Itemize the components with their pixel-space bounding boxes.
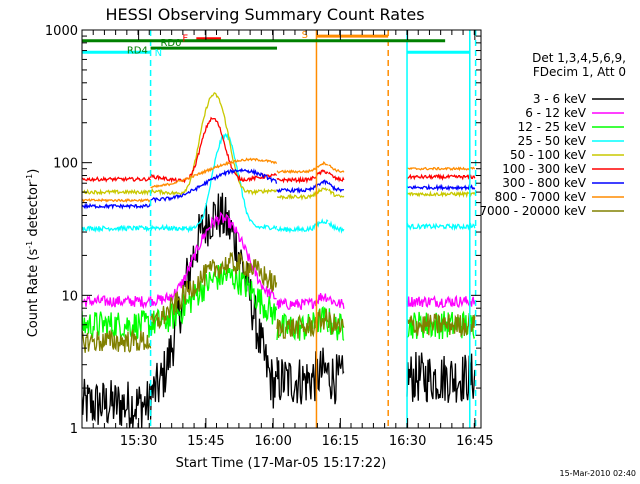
flag-label-rd0: RD0	[160, 38, 181, 49]
axes-layer: 1 10 100 1000 15:30 15:45 16:00 16:15 16:30 16:45	[45, 24, 494, 449]
y-tick-label-0: 1	[70, 422, 78, 437]
x-tick-label-0: 15:30	[120, 434, 157, 449]
series-1-segment-2	[276, 293, 329, 311]
series-5-segment-0	[82, 175, 151, 183]
footer-timestamp: 15-Mar-2010 02:40	[560, 469, 637, 478]
series-7-segment-3	[328, 164, 345, 173]
series-0-segment-0	[82, 378, 152, 428]
series-5-segment-2	[276, 169, 329, 185]
y-tick-label-3: 1000	[45, 24, 78, 39]
series-8-segment-0	[82, 328, 152, 353]
x-tick-label-1: 15:45	[187, 434, 224, 449]
series-5-segment-3	[328, 171, 345, 183]
series-4-segment-2	[276, 187, 328, 201]
series-0-segment-3	[327, 354, 345, 405]
series-3-segment-4	[406, 222, 476, 232]
series-3-segment-0	[82, 224, 152, 233]
series-0-segment-1	[149, 192, 278, 420]
flag-label-s: S	[302, 30, 308, 41]
legend-label-7: 800 - 7000 keV	[495, 190, 587, 204]
series-6-segment-4	[406, 183, 476, 192]
series-8-segment-2	[276, 308, 329, 339]
series-4-segment-3	[328, 188, 345, 199]
legend-header-line2: FDecim 1, Att 0	[533, 65, 626, 79]
series-6-segment-2	[276, 179, 329, 194]
legend-label-1: 6 - 12 keV	[525, 106, 587, 120]
series-6-segment-1	[150, 167, 278, 204]
series-4-segment-4	[406, 190, 476, 199]
series-1-segment-1	[149, 211, 277, 307]
series-8-segment-3	[327, 312, 345, 335]
series-2-segment-1	[149, 263, 278, 336]
series-3-segment-2	[276, 218, 329, 234]
series-4-segment-0	[82, 188, 151, 196]
series-3-segment-3	[328, 220, 345, 234]
series-6-segment-0	[82, 202, 152, 210]
series-7-segment-0	[82, 197, 151, 203]
series-0-segment-4	[406, 351, 476, 403]
y-tick-label-2: 100	[53, 157, 78, 172]
plot-layer: N F S RD0 RD4	[82, 30, 477, 428]
y-tick-label-1: 10	[61, 289, 78, 304]
x-tick-label-5: 16:45	[456, 434, 493, 449]
x-tick-label-4: 16:30	[389, 434, 426, 449]
chart-title: HESSI Observing Summary Count Rates	[105, 5, 424, 24]
flag-label-f: F	[182, 33, 188, 44]
flag-label-n: N	[155, 48, 162, 59]
legend-label-0: 3 - 6 keV	[533, 92, 587, 106]
legend-label-8: 7000 - 20000 keV	[479, 204, 586, 218]
x-tick-label-2: 16:00	[254, 434, 291, 449]
legend-label-2: 12 - 25 keV	[518, 120, 587, 134]
x-axis-label: Start Time (17-Mar-05 15:17:22)	[176, 456, 387, 471]
series-0-segment-2	[276, 347, 329, 405]
plot-frame	[81, 29, 482, 429]
series-6-segment-3	[328, 181, 344, 193]
y-axis-label: Count Rate (s-1 detector-1)	[25, 169, 41, 338]
series-7-segment-4	[406, 166, 476, 172]
series-1-segment-3	[327, 295, 345, 309]
series-1-segment-0	[82, 293, 152, 310]
series-7-segment-2	[276, 161, 329, 175]
series-2-segment-0	[82, 310, 152, 341]
series-5-segment-4	[406, 173, 476, 181]
legend-label-5: 100 - 300 keV	[502, 162, 586, 176]
series-5-segment-1	[149, 116, 278, 184]
legend-header-line1: Det 1,3,4,5,6,9,	[532, 51, 626, 65]
series-8-segment-4	[406, 313, 476, 338]
series-8-segment-1	[149, 251, 278, 330]
flag-label-rd4: RD4	[127, 46, 148, 57]
legend-label-6: 300 - 800 keV	[502, 176, 586, 190]
series-7-segment-1	[150, 157, 278, 189]
x-tick-label-3: 16:15	[322, 434, 359, 449]
legend-label-4: 50 - 100 keV	[510, 148, 587, 162]
legend-label-3: 25 - 50 keV	[518, 134, 587, 148]
series-4-segment-1	[150, 92, 278, 196]
series-1-segment-4	[406, 294, 476, 309]
